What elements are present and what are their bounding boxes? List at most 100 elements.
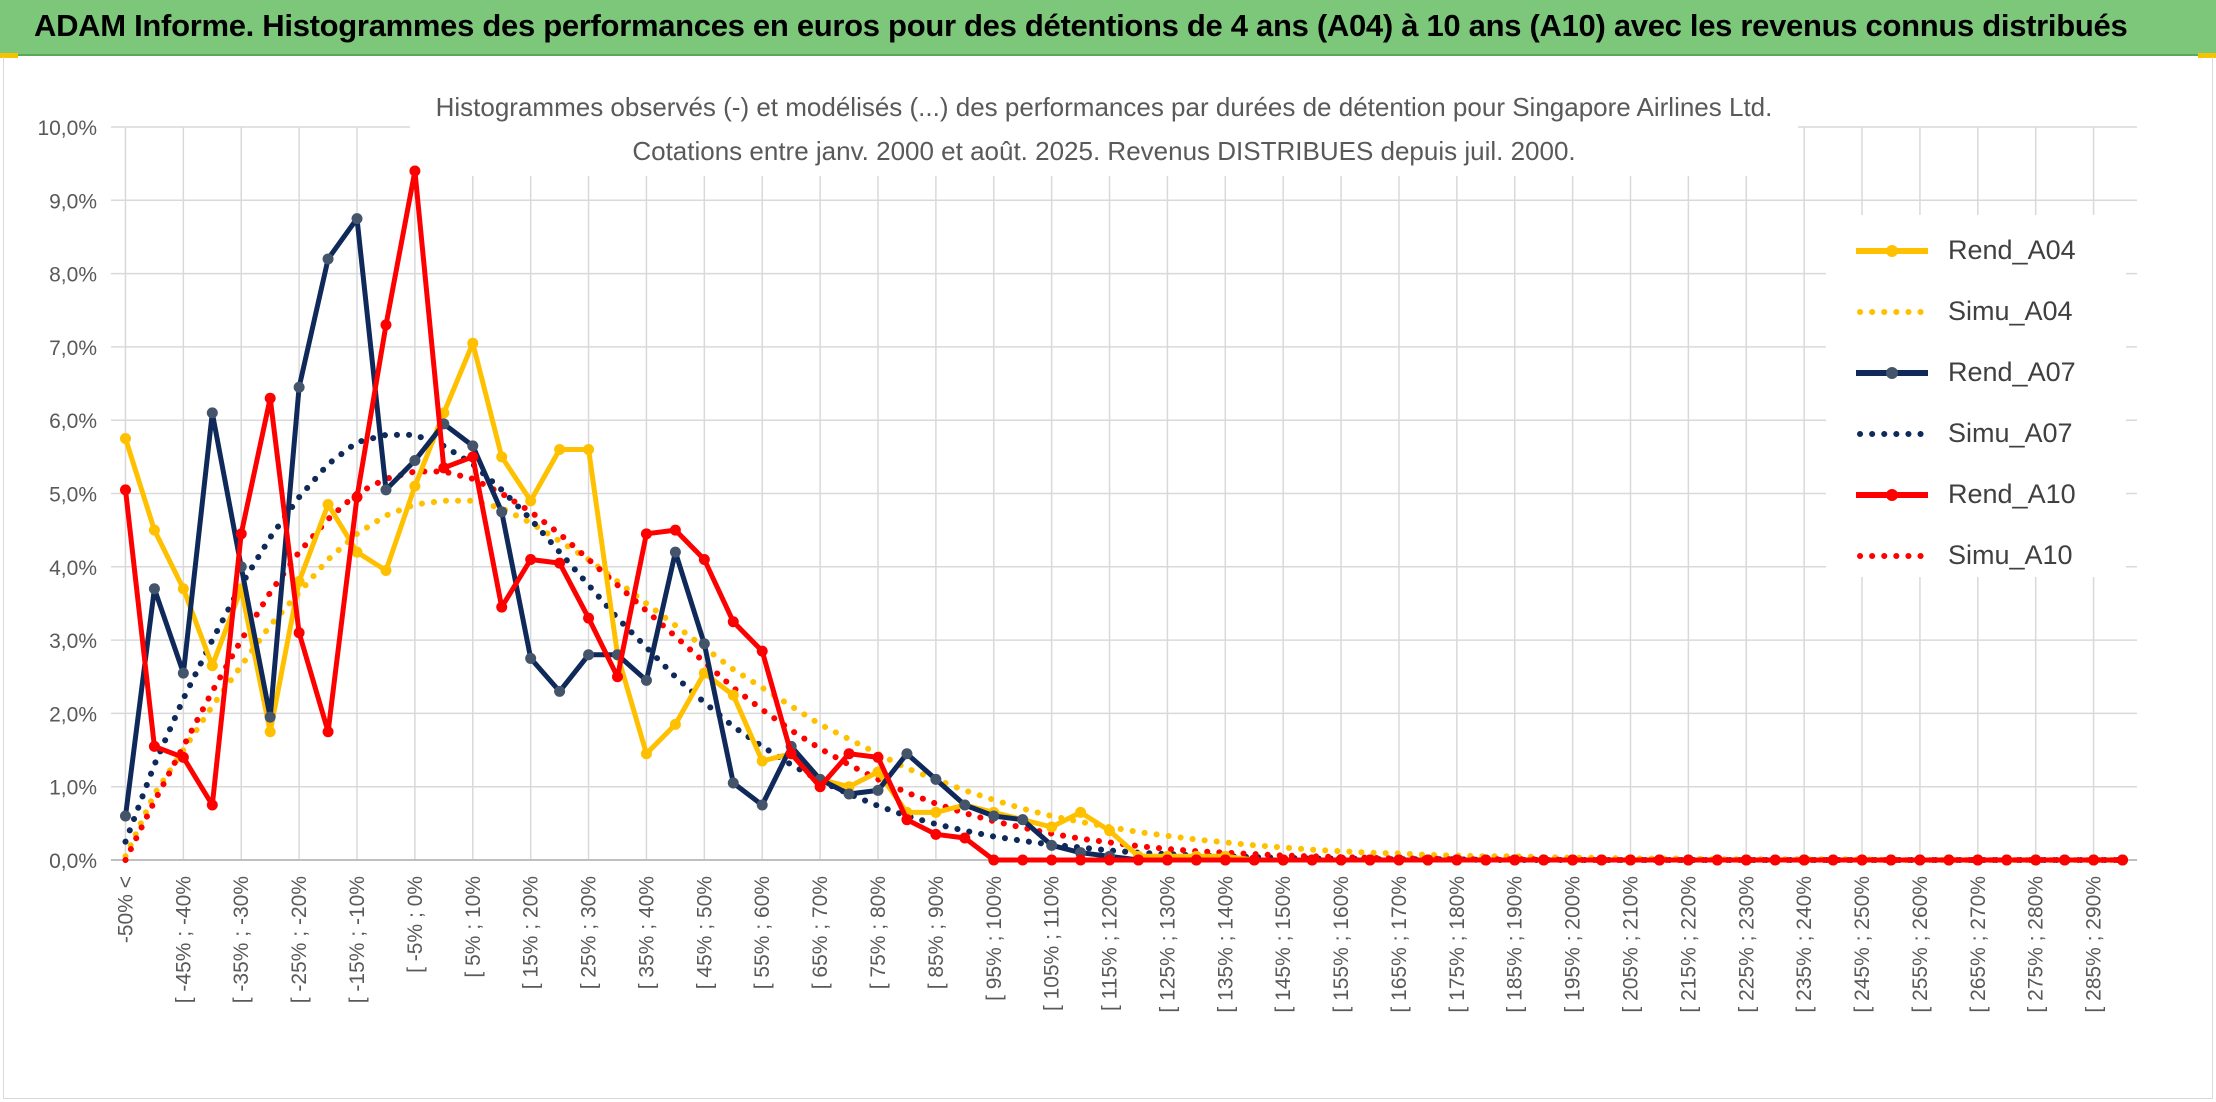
- legend-swatch: [1856, 367, 1928, 379]
- legend-label: Rend_A07: [1948, 357, 2076, 387]
- data-point: [293, 381, 305, 393]
- x-tick-label: [ 95% ; 100%: [983, 876, 1006, 1001]
- x-tick-label: [ 75% ; 80%: [867, 876, 890, 989]
- x-tick-label: [ 195% ; 200%: [1562, 876, 1585, 1013]
- y-tick-label: 3,0%: [49, 630, 97, 653]
- data-point: [698, 553, 710, 565]
- data-point: [2001, 854, 2013, 866]
- data-point: [380, 319, 392, 331]
- x-tick-label: [ 125% ; 130%: [1156, 876, 1179, 1013]
- data-point: [351, 491, 363, 503]
- header-bar: ADAM Informe. Histogrammes des performan…: [0, 0, 2216, 56]
- data-point: [2117, 854, 2129, 866]
- x-tick-label: [ 145% ; 150%: [1272, 876, 1295, 1013]
- data-point: [525, 652, 537, 664]
- y-tick-label: 5,0%: [49, 484, 97, 507]
- page-title: ADAM Informe. Histogrammes des performan…: [34, 8, 2128, 43]
- data-point: [1914, 854, 1926, 866]
- legend-swatch: [1856, 245, 1928, 257]
- x-tick-label: [ 185% ; 190%: [1504, 876, 1527, 1013]
- series-line: [123, 216, 2123, 863]
- legend-label: Simu_A10: [1948, 540, 2073, 570]
- y-tick-label: 10,0%: [37, 117, 97, 140]
- x-tick-label: [ 25% ; 30%: [578, 876, 601, 989]
- data-point: [1943, 854, 1955, 866]
- legend-item-rend-a10: Rend_A10: [1856, 475, 2126, 515]
- legend-swatch: [1857, 553, 1927, 559]
- data-point: [206, 407, 218, 419]
- y-tick-label: 4,0%: [49, 557, 97, 580]
- data-point: [206, 799, 218, 811]
- data-point: [177, 667, 189, 679]
- data-point: [235, 528, 247, 540]
- data-point: [756, 645, 768, 657]
- data-point: [148, 740, 160, 752]
- series-simu-a10: [122, 468, 2126, 863]
- data-point: [1567, 854, 1579, 866]
- x-tick-label: [ 155% ; 160%: [1330, 876, 1353, 1013]
- y-tick-label: 6,0%: [49, 410, 97, 433]
- chart-legend: Rend_A04 Simu_A04 Rend_A07 Simu_A07 Rend…: [1826, 215, 2126, 577]
- title-background: [410, 84, 1798, 176]
- data-point: [1740, 854, 1752, 866]
- y-tick-label: 7,0%: [49, 337, 97, 360]
- data-point: [1538, 854, 1550, 866]
- data-point: [380, 484, 392, 496]
- data-point: [1306, 854, 1318, 866]
- data-point: [930, 828, 942, 840]
- data-point: [148, 583, 160, 595]
- y-tick-label: 0,0%: [49, 850, 97, 873]
- data-point: [119, 810, 131, 822]
- x-tick-label: [ 285% ; 290%: [2083, 876, 2106, 1013]
- x-tick-label: [ 215% ; 220%: [1677, 876, 1700, 1013]
- data-point: [1046, 839, 1058, 851]
- x-tick-label: [ 175% ; 180%: [1446, 876, 1469, 1013]
- x-tick-label: [ 15% ; 20%: [520, 876, 543, 989]
- data-point: [1885, 854, 1897, 866]
- data-point: [988, 854, 1000, 866]
- x-tick-label: [ 115% ; 120%: [1099, 876, 1122, 1011]
- data-point: [496, 601, 508, 613]
- y-tick-label: 2,0%: [49, 703, 97, 726]
- data-point: [583, 649, 595, 661]
- legend-item-rend-a07: Rend_A07: [1856, 353, 2126, 393]
- legend-item-simu-a10: Simu_A10: [1856, 536, 2126, 576]
- data-point: [525, 553, 537, 565]
- data-point: [1509, 854, 1521, 866]
- data-point: [1422, 854, 1434, 866]
- data-point: [438, 462, 450, 474]
- legend-swatch: [1857, 309, 1927, 315]
- data-point: [640, 748, 652, 760]
- data-point: [1104, 825, 1116, 837]
- data-point: [496, 506, 508, 518]
- swatch-marker: [1886, 367, 1898, 379]
- data-point: [264, 711, 276, 723]
- corner-mark-right: [2198, 53, 2216, 58]
- data-point: [1075, 854, 1087, 866]
- data-point: [1653, 854, 1665, 866]
- data-point: [264, 392, 276, 404]
- x-tick-label: [ 275% ; 280%: [2025, 876, 2048, 1013]
- data-point: [1017, 854, 1029, 866]
- data-point: [467, 440, 479, 452]
- data-point: [901, 814, 913, 826]
- x-tick-label: [ -45% ; -40%: [172, 876, 195, 1003]
- y-tick-label: 9,0%: [49, 190, 97, 213]
- data-point: [554, 557, 566, 569]
- data-point: [1451, 854, 1463, 866]
- legend-label: Rend_A10: [1948, 479, 2076, 509]
- data-point: [640, 528, 652, 540]
- x-tick-label: -50% <: [114, 876, 137, 943]
- legend-label: Simu_A07: [1948, 418, 2073, 448]
- chart-frame: [3, 57, 2213, 1099]
- data-point: [1827, 854, 1839, 866]
- swatch-marker: [1886, 489, 1898, 501]
- x-tick-label: [ 265% ; 270%: [1967, 876, 1990, 1013]
- series-simu-a07: [122, 431, 2126, 863]
- x-tick-label: [ 5% ; 10%: [462, 876, 485, 978]
- data-point: [1682, 854, 1694, 866]
- data-point: [1480, 854, 1492, 866]
- data-point: [264, 726, 276, 738]
- data-point: [727, 777, 739, 789]
- data-point: [322, 253, 334, 265]
